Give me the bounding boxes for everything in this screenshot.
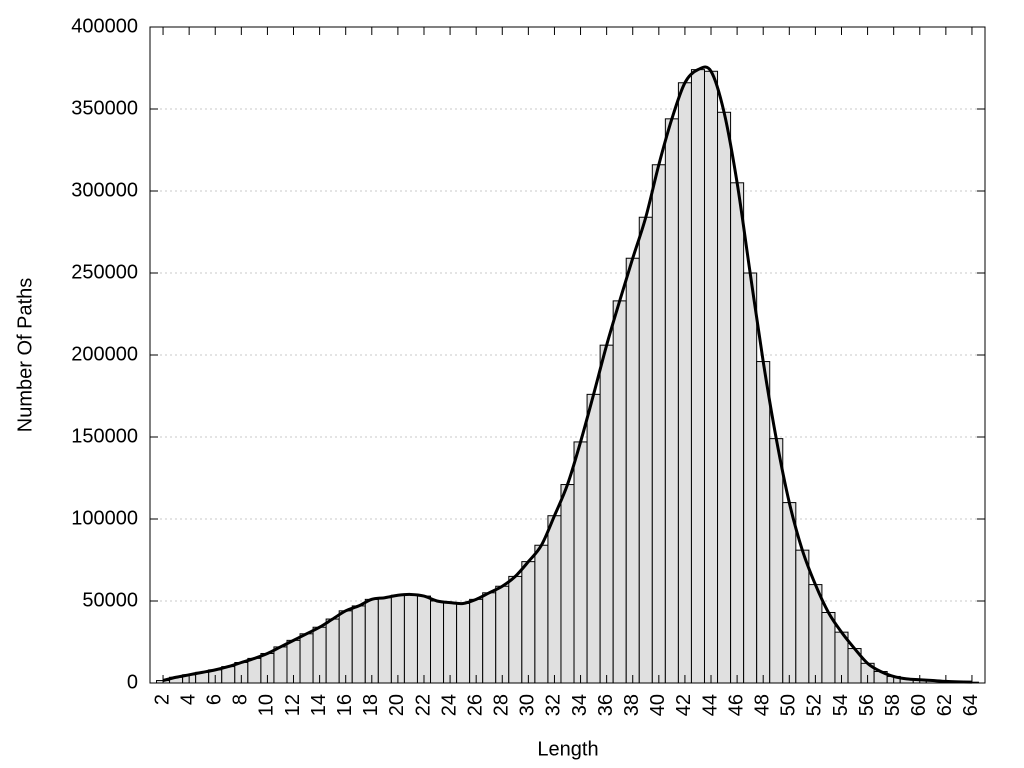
x-tick-label: 18 (360, 694, 382, 716)
x-tick-label: 22 (412, 694, 434, 716)
y-tick-label: 0 (127, 671, 138, 693)
bar (677, 82, 692, 684)
x-tick-label: 32 (543, 694, 565, 716)
bar (612, 300, 627, 684)
bar (469, 598, 484, 684)
x-tick-label: 10 (256, 694, 278, 716)
bar (717, 111, 732, 684)
x-tick-label: 40 (647, 694, 669, 716)
x-tick-label: 62 (934, 694, 956, 716)
bar (651, 164, 666, 684)
x-tick-label: 4 (177, 694, 199, 705)
x-tick-label: 38 (621, 694, 643, 716)
x-tick-label: 50 (778, 694, 800, 716)
bar (756, 361, 771, 684)
y-tick-label: 150000 (71, 425, 138, 447)
bar (782, 502, 797, 684)
bar (664, 118, 679, 684)
x-tick-label: 54 (830, 694, 852, 716)
bar (443, 602, 458, 684)
x-tick-label: 14 (308, 694, 330, 716)
bar (247, 657, 262, 684)
bar (325, 618, 340, 684)
bar (599, 344, 614, 684)
x-tick-label: 16 (334, 694, 356, 716)
bar (690, 69, 705, 684)
x-tick-label: 20 (386, 694, 408, 716)
y-tick-label: 300000 (71, 179, 138, 201)
x-tick-label: 52 (804, 694, 826, 716)
x-tick-label: 44 (699, 694, 721, 716)
x-tick-label: 2 (151, 694, 173, 705)
bar (573, 441, 588, 684)
x-tick-label: 8 (230, 694, 252, 705)
x-tick-label: 56 (856, 694, 878, 716)
bar (351, 605, 366, 684)
y-tick-label: 400000 (71, 15, 138, 37)
y-tick-label: 200000 (71, 343, 138, 365)
bar (638, 216, 653, 684)
bar (534, 544, 549, 684)
x-tick-label: 28 (491, 694, 513, 716)
bar (403, 593, 418, 684)
x-tick-label: 24 (438, 694, 460, 716)
x-tick-label: 48 (751, 694, 773, 716)
x-axis-label: Length (537, 738, 598, 760)
y-tick-label: 350000 (71, 97, 138, 119)
x-tick-label: 46 (725, 694, 747, 716)
x-tick-label: 26 (464, 694, 486, 716)
x-tick-label: 36 (595, 694, 617, 716)
smooth-line (162, 65, 972, 684)
bar (495, 585, 510, 684)
bar (508, 575, 523, 684)
bar (625, 257, 640, 684)
bar (364, 598, 379, 684)
bar (521, 561, 536, 684)
x-tick-label: 6 (204, 694, 226, 705)
bar (312, 626, 327, 684)
bar (730, 182, 745, 684)
bar (703, 70, 719, 684)
bar (338, 610, 353, 684)
x-tick-label: 64 (960, 694, 982, 716)
bar (547, 515, 562, 684)
bar (430, 600, 445, 684)
bar (769, 438, 784, 684)
bar (586, 393, 601, 684)
bar (808, 584, 823, 684)
y-tick-label: 100000 (71, 507, 138, 529)
bar (743, 272, 758, 684)
bar (273, 646, 288, 684)
bar (482, 592, 497, 684)
x-tick-label: 42 (673, 694, 695, 716)
bar (377, 597, 392, 684)
x-tick-label: 12 (282, 694, 304, 716)
bar (299, 633, 314, 684)
x-tick-label: 34 (569, 694, 591, 716)
bar (795, 549, 810, 684)
y-axis-label: Number Of Paths (14, 278, 36, 433)
bar (821, 611, 836, 684)
x-tick-label: 58 (882, 694, 904, 716)
bar (560, 484, 575, 684)
plot-frame (149, 26, 986, 684)
x-tick-label: 60 (908, 694, 930, 716)
y-tick-label: 50000 (82, 589, 138, 611)
x-tick-label: 30 (517, 694, 539, 716)
y-tick-label: 250000 (71, 261, 138, 283)
bar (416, 595, 432, 684)
bar (390, 594, 405, 684)
bar (456, 602, 471, 684)
